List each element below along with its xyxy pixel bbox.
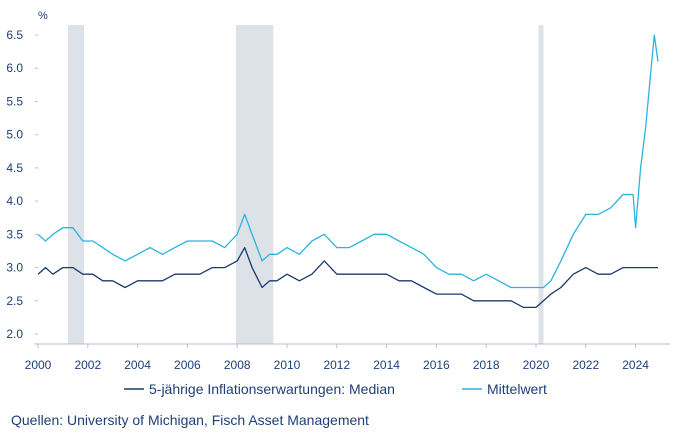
x-tick-label: 2016 xyxy=(423,358,450,372)
recession-band-0 xyxy=(67,25,85,344)
x-tick-label: 2006 xyxy=(174,358,201,372)
x-tick-label: 2012 xyxy=(323,358,350,372)
legend-label-mean: Mittelwert xyxy=(487,381,547,397)
x-tick-label: 2010 xyxy=(274,358,301,372)
x-tick-label: 2020 xyxy=(523,358,550,372)
y-tick-label: 4.5 xyxy=(6,161,23,175)
y-tick-label: 2.5 xyxy=(6,294,23,308)
series-line-0 xyxy=(37,246,658,309)
recession-band-2 xyxy=(538,25,544,344)
series-lines xyxy=(37,34,659,309)
legend-label-median: 5-jährige Inflationserwartungen: Median xyxy=(149,381,395,397)
x-tick-label: 2018 xyxy=(473,358,500,372)
y-axis-ticks: 2.0 2.5 3.0 3.5 4.0 4.5 5.0 5.5 6.0 6.5 xyxy=(6,28,38,341)
x-tick-label: 2004 xyxy=(124,358,151,372)
x-tick-label: 2000 xyxy=(25,358,52,372)
x-tick-label: 2008 xyxy=(224,358,251,372)
x-tick-label: 2002 xyxy=(74,358,101,372)
y-tick-label: 3.5 xyxy=(6,227,23,241)
y-tick-label: 2.0 xyxy=(6,327,23,341)
y-unit-label: % xyxy=(38,10,48,22)
x-tick-label: 2024 xyxy=(622,358,649,372)
x-axis-ticks: 2000 2002 2004 2006 2008 2010 2012 2014 2016 2018… xyxy=(25,344,649,372)
y-tick-label: 5.5 xyxy=(6,94,23,108)
x-tick-label: 2022 xyxy=(572,358,599,372)
y-tick-label: 6.0 xyxy=(6,61,23,75)
y-tick-label: 3.0 xyxy=(6,261,23,275)
legend: 5-jährige Inflationserwartungen: Median … xyxy=(124,381,547,397)
series-line-1 xyxy=(37,34,659,289)
recession-bands xyxy=(67,25,544,344)
x-tick-label: 2014 xyxy=(373,358,400,372)
recession-band-1 xyxy=(235,25,274,344)
y-tick-label: 5.0 xyxy=(6,128,23,142)
y-tick-label: 4.0 xyxy=(6,194,23,208)
y-tick-label: 6.5 xyxy=(6,28,23,42)
source-note: Quellen: University of Michigan, Fisch A… xyxy=(11,412,369,428)
